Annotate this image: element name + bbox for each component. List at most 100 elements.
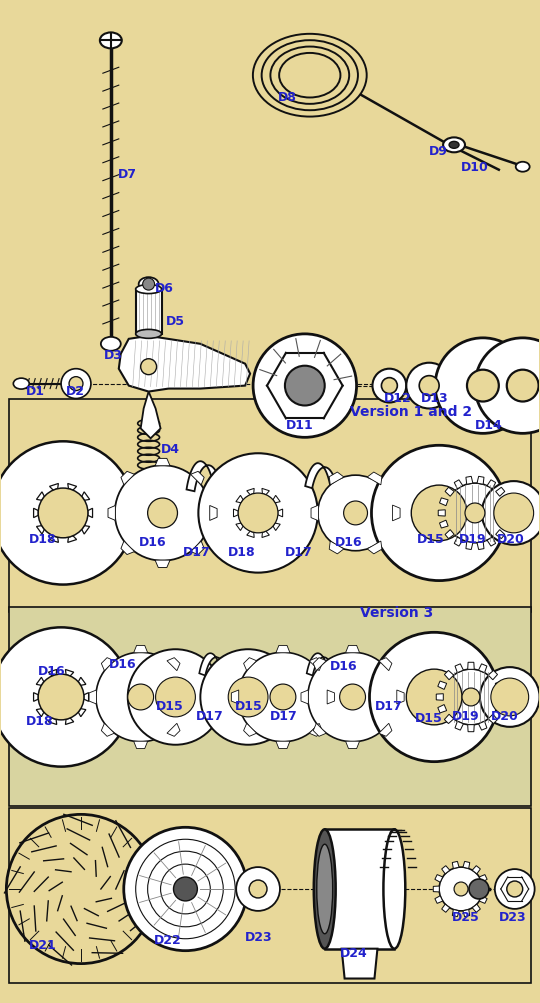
FancyBboxPatch shape bbox=[9, 608, 531, 806]
Polygon shape bbox=[273, 524, 280, 531]
Circle shape bbox=[285, 366, 325, 406]
Polygon shape bbox=[68, 484, 77, 490]
Polygon shape bbox=[65, 670, 74, 676]
Circle shape bbox=[128, 650, 223, 745]
Circle shape bbox=[435, 338, 531, 434]
Polygon shape bbox=[186, 461, 222, 491]
Polygon shape bbox=[498, 694, 505, 700]
Polygon shape bbox=[472, 866, 481, 874]
Ellipse shape bbox=[139, 278, 159, 292]
Circle shape bbox=[439, 868, 483, 911]
Circle shape bbox=[128, 684, 153, 710]
Polygon shape bbox=[440, 521, 448, 529]
Circle shape bbox=[198, 453, 318, 573]
Circle shape bbox=[507, 882, 523, 897]
Text: D15: D15 bbox=[235, 699, 263, 712]
Polygon shape bbox=[342, 949, 377, 979]
Polygon shape bbox=[305, 463, 338, 488]
Polygon shape bbox=[199, 654, 227, 676]
Polygon shape bbox=[309, 658, 322, 671]
Polygon shape bbox=[50, 537, 58, 543]
Polygon shape bbox=[442, 866, 450, 874]
Polygon shape bbox=[231, 690, 239, 704]
Polygon shape bbox=[185, 690, 192, 704]
Circle shape bbox=[200, 650, 296, 745]
Polygon shape bbox=[477, 542, 484, 550]
Text: D19: D19 bbox=[452, 709, 480, 722]
Polygon shape bbox=[463, 910, 470, 917]
Text: D20: D20 bbox=[497, 533, 524, 546]
Polygon shape bbox=[487, 538, 496, 547]
Ellipse shape bbox=[443, 138, 465, 153]
Circle shape bbox=[147, 498, 178, 529]
Polygon shape bbox=[435, 875, 443, 883]
Polygon shape bbox=[167, 658, 180, 671]
Polygon shape bbox=[367, 472, 382, 485]
Circle shape bbox=[499, 686, 521, 708]
Polygon shape bbox=[191, 471, 204, 485]
Polygon shape bbox=[329, 472, 344, 485]
Polygon shape bbox=[504, 511, 512, 517]
Polygon shape bbox=[236, 495, 243, 504]
Circle shape bbox=[115, 465, 210, 561]
Polygon shape bbox=[210, 506, 217, 521]
Polygon shape bbox=[502, 498, 510, 507]
Circle shape bbox=[454, 883, 468, 896]
Text: D16: D16 bbox=[38, 664, 66, 677]
Circle shape bbox=[372, 446, 507, 581]
Circle shape bbox=[443, 669, 499, 725]
Polygon shape bbox=[455, 721, 463, 730]
Circle shape bbox=[411, 485, 467, 542]
Polygon shape bbox=[33, 693, 38, 702]
Polygon shape bbox=[49, 718, 57, 725]
Circle shape bbox=[491, 678, 529, 716]
Circle shape bbox=[238, 653, 328, 742]
Circle shape bbox=[502, 502, 525, 526]
Polygon shape bbox=[472, 905, 481, 913]
Polygon shape bbox=[325, 829, 394, 949]
Polygon shape bbox=[495, 705, 504, 713]
Text: D16: D16 bbox=[109, 658, 137, 670]
Polygon shape bbox=[445, 487, 454, 496]
Polygon shape bbox=[453, 862, 459, 869]
Polygon shape bbox=[36, 709, 44, 717]
Polygon shape bbox=[480, 875, 487, 883]
Text: D21: D21 bbox=[29, 938, 57, 951]
Circle shape bbox=[163, 684, 188, 710]
Polygon shape bbox=[65, 718, 74, 725]
Circle shape bbox=[156, 677, 195, 717]
Ellipse shape bbox=[383, 829, 406, 949]
Text: D18: D18 bbox=[29, 533, 57, 546]
Polygon shape bbox=[134, 646, 147, 653]
Text: D10: D10 bbox=[461, 160, 489, 174]
Polygon shape bbox=[463, 862, 470, 869]
Text: D17: D17 bbox=[195, 709, 223, 722]
Polygon shape bbox=[445, 531, 454, 539]
Polygon shape bbox=[480, 896, 487, 904]
Circle shape bbox=[124, 827, 247, 951]
Text: D16: D16 bbox=[139, 536, 166, 549]
Text: D15: D15 bbox=[415, 711, 443, 724]
Polygon shape bbox=[495, 681, 504, 690]
Polygon shape bbox=[444, 671, 454, 680]
Text: D19: D19 bbox=[459, 533, 487, 546]
Circle shape bbox=[480, 667, 539, 727]
Polygon shape bbox=[84, 693, 89, 702]
Ellipse shape bbox=[136, 330, 161, 339]
Polygon shape bbox=[442, 905, 450, 913]
Polygon shape bbox=[167, 723, 180, 736]
Text: D18: D18 bbox=[228, 546, 256, 558]
Text: D17: D17 bbox=[374, 699, 402, 712]
Circle shape bbox=[340, 684, 366, 710]
Text: D17: D17 bbox=[270, 709, 298, 722]
Polygon shape bbox=[121, 471, 134, 485]
Polygon shape bbox=[155, 561, 170, 568]
Polygon shape bbox=[37, 492, 44, 500]
Polygon shape bbox=[327, 690, 334, 704]
Circle shape bbox=[308, 653, 397, 742]
Polygon shape bbox=[82, 527, 90, 535]
Text: Version 1 and 2: Version 1 and 2 bbox=[349, 405, 472, 419]
Text: D12: D12 bbox=[383, 391, 411, 404]
Polygon shape bbox=[301, 690, 308, 704]
Polygon shape bbox=[311, 506, 319, 522]
